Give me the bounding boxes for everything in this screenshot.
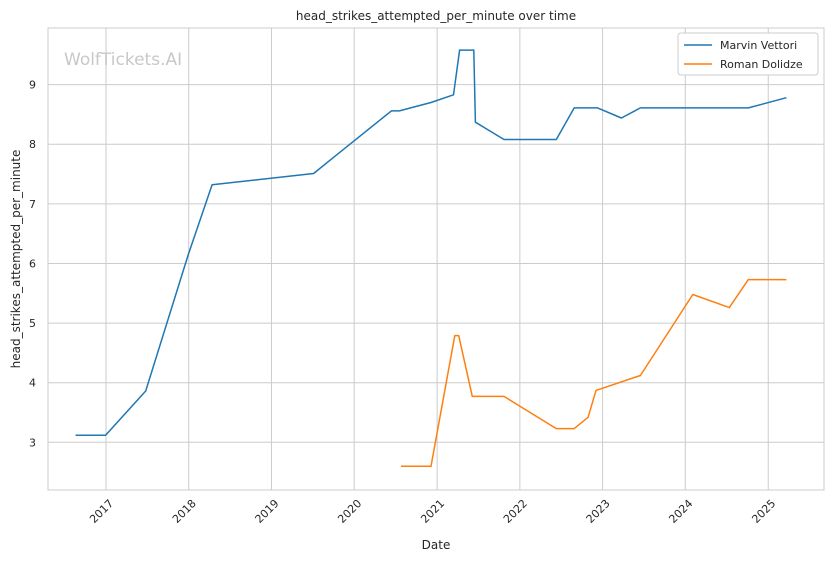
y-tick-label: 7 (29, 198, 36, 211)
legend-label-marvin-vettori: Marvin Vettori (720, 39, 797, 52)
watermark: WolfTickets.AI (64, 50, 182, 70)
series-lines (75, 49, 787, 467)
y-tick-label: 6 (29, 257, 36, 270)
y-tick-label: 5 (29, 317, 36, 330)
chart-title: head_strikes_attempted_per_minute over t… (296, 9, 576, 23)
series-line-roman-dolidze (400, 278, 787, 467)
y-tick-label: 9 (29, 79, 36, 92)
axes-frame (47, 27, 825, 491)
legend-box (677, 32, 819, 76)
y-tick-label: 3 (29, 436, 36, 449)
series-line-marvin-vettori (75, 49, 787, 436)
y-tick-label: 8 (29, 138, 36, 151)
y-axis-label: head_strikes_attempted_per_minute (9, 150, 23, 369)
grid-lines (48, 28, 824, 490)
plot-area (48, 28, 824, 490)
axes-border (47, 27, 825, 491)
x-axis-label: Date (422, 538, 451, 552)
y-tick-label: 4 (29, 377, 36, 390)
legend-label-roman-dolidze: Roman Dolidze (720, 58, 803, 71)
legend: Marvin Vettori Roman Dolidze (677, 32, 819, 76)
